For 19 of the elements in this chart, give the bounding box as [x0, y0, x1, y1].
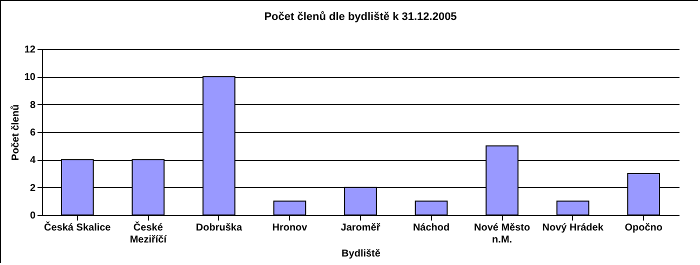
- y-tick-label: 6: [30, 128, 36, 138]
- y-tick-label: 12: [24, 44, 36, 56]
- y-tick-label: 2: [30, 182, 36, 194]
- x-tick-label: České Meziříčí: [130, 222, 168, 246]
- y-tick-label: 0: [30, 210, 36, 222]
- x-tick-label: Hronov: [272, 222, 308, 234]
- x-tick-label: Náchod: [412, 222, 450, 234]
- x-tick-label: Jaroměř: [340, 222, 380, 234]
- x-tick-label: Česká Skalice: [44, 222, 112, 234]
- x-tick-label: Nové Město n.M.: [474, 222, 530, 246]
- y-tick-label: 8: [30, 100, 36, 111]
- y-tick-label: 10: [24, 72, 36, 84]
- x-tick-label: Dobruška: [196, 222, 242, 234]
- y-tick-label: 4: [30, 155, 36, 166]
- y-axis-title: Počet členů: [9, 104, 22, 161]
- x-axis-title: Bydliště: [342, 248, 381, 260]
- x-tick-label: Nový Hrádek: [542, 222, 604, 234]
- chart-title: Počet členů dle bydliště k 31.12.2005: [264, 11, 457, 23]
- x-tick-label: Opočno: [624, 222, 662, 234]
